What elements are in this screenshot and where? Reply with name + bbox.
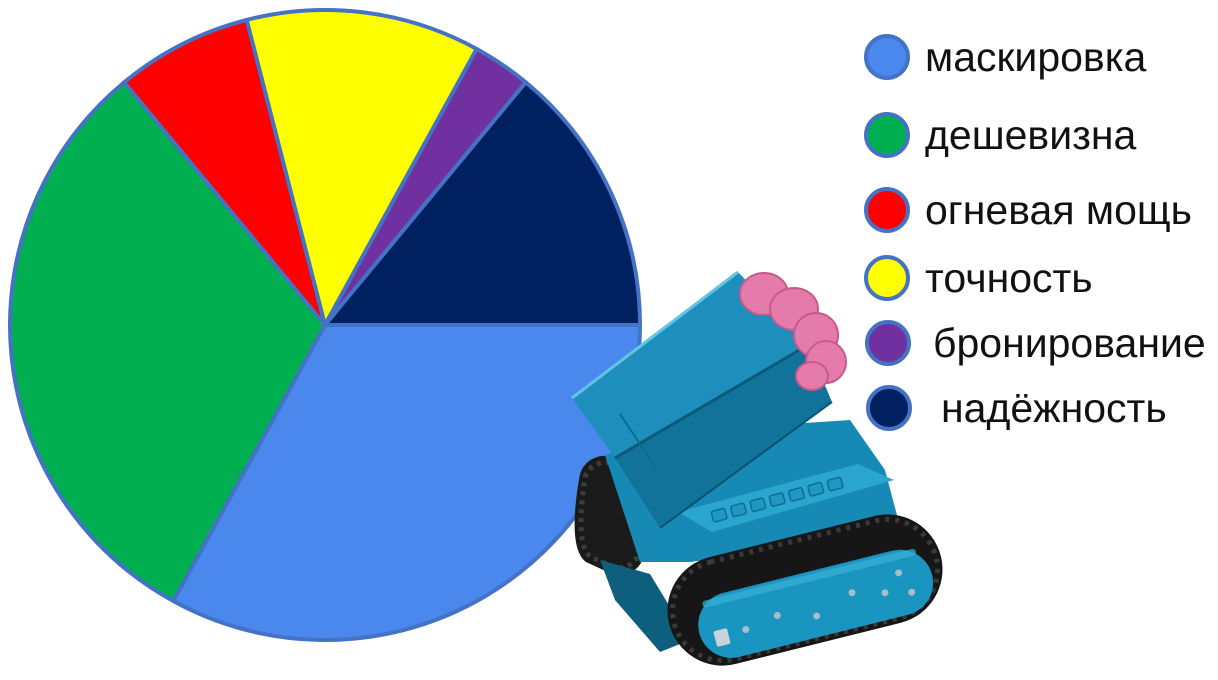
robot-right-track (667, 514, 943, 666)
robot-side-plate (698, 549, 934, 658)
legend-label: огневая мощь (925, 187, 1193, 233)
legend-label: точность (925, 255, 1093, 301)
robot-connector (713, 628, 731, 647)
pie-slice-accuracy (244, 8, 479, 327)
legend-item-camouflage: маскировка (864, 34, 1146, 80)
robot-turret (571, 270, 833, 529)
robot-screws (742, 569, 916, 633)
pie-slice-reliability (323, 80, 642, 327)
legend-item-accuracy: точность (864, 255, 1093, 301)
legend-swatch (864, 34, 910, 80)
pie-chart (8, 8, 642, 642)
pie-slice-cheapness (8, 80, 327, 604)
legend-item-armor: бронирование (865, 320, 1206, 366)
legend-swatch (865, 320, 911, 366)
legend-item-cheapness: дешевизна (864, 112, 1136, 158)
legend-label: бронирование (933, 320, 1206, 366)
legend-swatch (866, 385, 912, 431)
legend: маскировка дешевизна огневая мощь точнос… (860, 30, 1216, 440)
legend-swatch (864, 255, 910, 301)
robot-pink-tips (739, 272, 847, 391)
legend-item-reliability: надёжность (866, 385, 1167, 431)
pie-slice-firepower (122, 17, 327, 327)
legend-item-firepower: огневая мощь (864, 187, 1192, 233)
legend-label: дешевизна (925, 112, 1137, 158)
legend-swatch (864, 187, 910, 233)
legend-label: маскировка (925, 34, 1147, 80)
legend-swatch (864, 112, 910, 158)
legend-label: надёжность (941, 385, 1167, 431)
robot-tank-image (571, 270, 943, 666)
